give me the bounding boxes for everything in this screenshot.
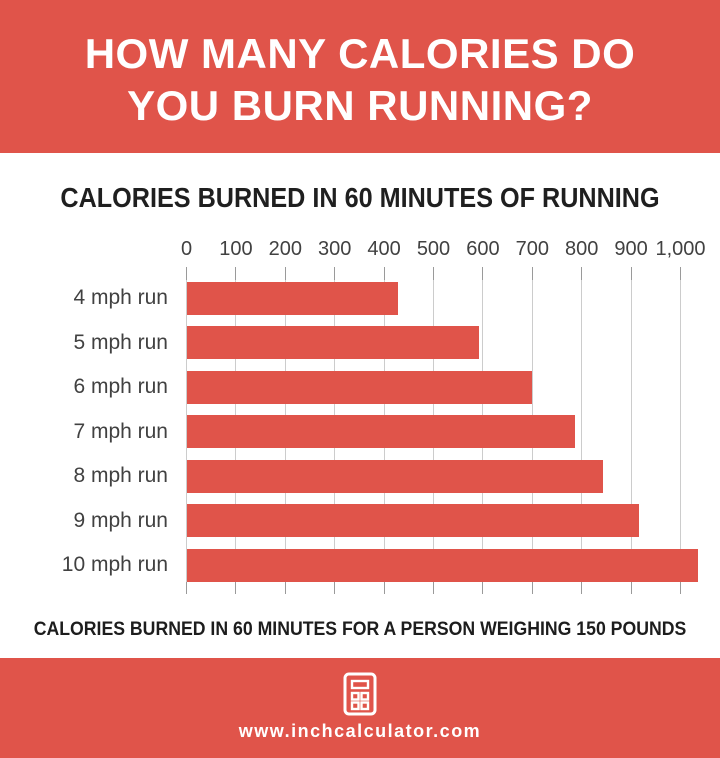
axis-tick-label: 200 — [268, 238, 302, 260]
bar-5-mph-run — [186, 326, 480, 359]
tick-bottom-200 — [284, 582, 286, 594]
gridline-900 — [630, 267, 632, 582]
axis-tick-label: 700 — [515, 238, 549, 260]
tick-top-100 — [235, 267, 237, 280]
tick-bottom-500 — [433, 582, 434, 594]
tick-bottom-0 — [186, 582, 187, 594]
chart-title: CALORIES BURNED IN 60 MINUTES OF RUNNING — [60, 182, 660, 213]
tick-top-600 — [482, 267, 484, 280]
category-label: 4 mph run — [73, 286, 168, 309]
tick-bottom-700 — [531, 582, 533, 594]
tick-top-1000 — [680, 267, 681, 280]
gridline-800 — [581, 267, 583, 582]
tick-bottom-800 — [581, 582, 583, 594]
category-label: 8 mph run — [73, 464, 168, 487]
category-label: 6 mph run — [73, 375, 168, 398]
footer-band: www.inchcalculator.com — [0, 658, 720, 758]
tick-bottom-900 — [630, 582, 632, 594]
tick-bottom-400 — [383, 582, 385, 594]
header-title-line2: YOU BURN RUNNING? — [127, 81, 593, 129]
tick-top-400 — [383, 267, 385, 280]
axis-tick-label: 400 — [367, 238, 401, 260]
bar-6-mph-run — [186, 370, 533, 404]
tick-top-800 — [581, 267, 583, 280]
header-banner: HOW MANY CALORIES DO YOU BURN RUNNING? — [0, 0, 720, 153]
axis-tick-label: 100 — [219, 238, 253, 260]
gridline-1000 — [680, 267, 681, 582]
axis-tick-label: 1,000 — [655, 238, 706, 260]
tick-top-200 — [284, 267, 286, 280]
axis-tick-label: 0 — [180, 238, 193, 260]
tick-bottom-1000 — [680, 582, 681, 594]
bar-7-mph-run — [186, 415, 575, 448]
calculator-icon — [343, 672, 377, 716]
axis-tick-label: 800 — [565, 238, 599, 260]
tick-top-300 — [334, 267, 336, 280]
tick-top-500 — [433, 267, 434, 280]
tick-top-900 — [630, 267, 632, 280]
axis-tick-label: 900 — [614, 238, 648, 260]
axis-tick-label: 600 — [466, 238, 500, 260]
tick-bottom-300 — [334, 582, 336, 594]
tick-bottom-600 — [482, 582, 484, 594]
bar-9-mph-run — [186, 504, 639, 537]
tick-top-0 — [186, 267, 187, 280]
bar-8-mph-run — [186, 459, 603, 493]
category-label: 7 mph run — [73, 419, 168, 443]
chart-caption: CALORIES BURNED IN 60 MINUTES FOR A PERS… — [33, 619, 687, 640]
category-label: 5 mph run — [73, 330, 168, 354]
tick-bottom-100 — [235, 582, 237, 594]
axis-tick-label: 500 — [416, 238, 451, 260]
axis-tick-label: 300 — [318, 238, 352, 260]
header-title-line1: HOW MANY CALORIES DO — [84, 29, 636, 77]
category-label: 10 mph run — [61, 553, 168, 576]
tick-top-700 — [531, 267, 533, 280]
category-label: 9 mph run — [73, 508, 168, 532]
site-url: www.inchcalculator.com — [238, 721, 482, 741]
bar-10-mph-run — [186, 548, 699, 582]
bar-4-mph-run — [186, 281, 399, 315]
